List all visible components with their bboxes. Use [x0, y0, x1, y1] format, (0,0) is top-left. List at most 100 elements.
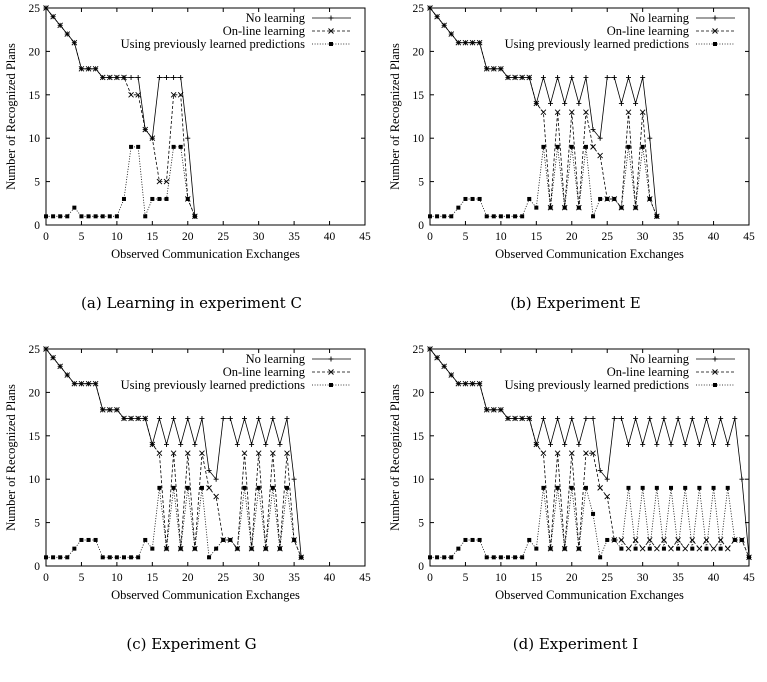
data-point	[520, 214, 525, 219]
data-point	[164, 74, 170, 80]
x-tick-label: 15	[531, 231, 543, 243]
data-point	[562, 441, 568, 447]
data-point	[434, 13, 440, 20]
data-point	[207, 555, 212, 560]
data-point	[590, 144, 596, 150]
data-point	[640, 441, 646, 447]
data-point	[121, 415, 127, 422]
y-tick-label: 10	[413, 474, 425, 486]
data-point	[449, 555, 454, 560]
data-point	[463, 537, 468, 542]
data-point	[128, 91, 134, 98]
data-point	[633, 546, 638, 551]
data-point	[92, 380, 99, 387]
legend-marker	[713, 383, 717, 387]
data-point	[270, 450, 276, 456]
data-point	[718, 415, 724, 421]
data-point	[562, 205, 567, 210]
data-point	[725, 441, 731, 447]
data-point	[597, 135, 603, 141]
series-using-previously-learned-predictions	[428, 485, 751, 560]
data-point	[284, 450, 290, 456]
data-point	[64, 372, 71, 378]
x-tick-label: 40	[324, 231, 336, 243]
data-point	[576, 546, 581, 551]
x-tick-label: 40	[708, 231, 720, 243]
data-point	[448, 31, 455, 37]
data-point	[129, 144, 134, 149]
x-axis-label: Observed Communication Exchanges	[495, 247, 684, 261]
data-point	[171, 485, 176, 490]
data-point	[591, 214, 596, 219]
data-point	[228, 537, 233, 542]
data-point	[590, 127, 596, 133]
data-point	[199, 450, 205, 456]
data-point	[192, 214, 197, 219]
y-axis-label: Number of Recognized Plans	[4, 384, 18, 531]
data-point	[72, 546, 77, 551]
data-point	[129, 555, 134, 560]
y-tick-label: 15	[29, 431, 41, 443]
data-point	[569, 415, 575, 421]
chart-panel-a: 0 5 10 15 20 25 30 35 40 45 0 5 10 15 20 25 Observed Com…	[0, 0, 383, 341]
data-point	[554, 109, 561, 115]
legend-marker	[328, 369, 334, 375]
data-point	[100, 555, 105, 560]
y-tick-label: 5	[34, 518, 40, 530]
data-point	[65, 555, 70, 560]
data-point	[78, 65, 85, 72]
data-point	[427, 5, 433, 11]
data-point	[647, 415, 653, 421]
data-point	[604, 476, 610, 482]
data-point	[135, 91, 141, 98]
data-point	[284, 415, 290, 421]
data-point	[428, 555, 432, 560]
legend-label: On-line learning	[607, 24, 690, 38]
data-point	[619, 205, 624, 210]
data-point	[79, 214, 84, 219]
data-point	[661, 537, 667, 543]
data-point	[490, 406, 497, 413]
x-tick-label: 40	[708, 572, 720, 584]
x-tick-label: 45	[359, 572, 371, 584]
data-point	[640, 74, 646, 80]
data-point	[114, 214, 119, 219]
data-point	[58, 555, 63, 560]
data-point	[597, 485, 603, 491]
data-point	[206, 485, 212, 491]
data-point	[568, 450, 575, 456]
data-point	[114, 406, 120, 413]
y-axis-label: Number of Recognized Plans	[4, 43, 18, 190]
data-point	[255, 450, 262, 456]
data-point	[576, 100, 582, 106]
data-point	[534, 205, 539, 210]
data-point	[185, 485, 190, 490]
x-tick-label: 20	[566, 231, 578, 243]
data-point	[555, 144, 560, 149]
data-point	[185, 415, 191, 421]
data-point	[463, 196, 468, 201]
data-point	[476, 380, 483, 387]
data-point	[604, 493, 611, 500]
data-point	[136, 144, 141, 149]
data-point	[51, 555, 56, 560]
chart-d-svg: 0 5 10 15 20 25 30 35 40 45 0 5 10 15 20 25 Observed Com…	[388, 344, 755, 602]
data-point	[640, 144, 645, 149]
y-tick-label: 20	[413, 46, 425, 58]
data-point	[86, 537, 91, 542]
data-point	[50, 354, 56, 361]
data-point	[555, 415, 561, 421]
data-point	[725, 485, 730, 490]
data-point	[92, 65, 99, 72]
legend-label: Using previously learned predictions	[121, 378, 305, 392]
data-point	[171, 74, 177, 80]
data-point	[696, 545, 703, 552]
data-point	[597, 468, 603, 474]
chart-b-svg: 0 5 10 15 20 25 30 35 40 45 0 5 10 15 20 25 Observed Com…	[388, 3, 755, 261]
data-point	[498, 65, 504, 72]
data-point	[519, 74, 525, 81]
data-point	[668, 441, 674, 447]
plot-frame	[429, 7, 750, 226]
data-point	[534, 546, 539, 551]
y-tick-label: 5	[418, 518, 424, 530]
